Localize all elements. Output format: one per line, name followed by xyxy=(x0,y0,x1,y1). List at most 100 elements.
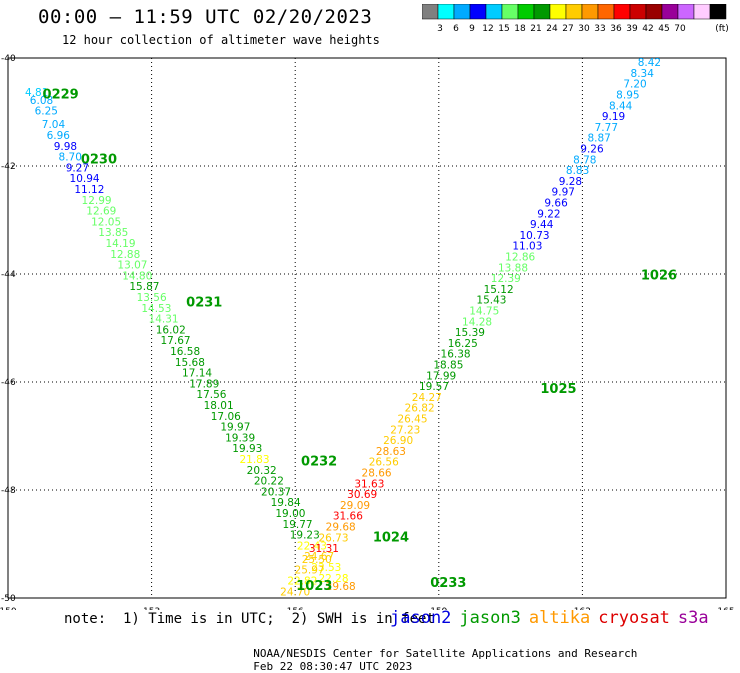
color-scale-label: 21 xyxy=(530,24,541,34)
wave-height-point: 8.83 xyxy=(566,165,589,177)
color-scale-label: 15 xyxy=(498,24,509,34)
data-points: 4.816.086.257.046.969.988.709.2710.9411.… xyxy=(25,57,661,598)
color-scale-label: 9 xyxy=(469,24,475,34)
wave-height-point: 19.39 xyxy=(225,432,255,444)
color-scale-label: 12 xyxy=(482,24,493,34)
x-tick-label: 153 xyxy=(143,607,160,610)
x-tick-label: 165 xyxy=(717,607,734,610)
color-scale-label: 70 xyxy=(674,24,686,34)
wave-height-point: 7.20 xyxy=(623,79,646,91)
pass-time-label: 1024 xyxy=(373,530,409,545)
wave-height-plot: 150 153 156 159 162 165 -40 -42 -44 -46 -48 -50 4.8… xyxy=(0,54,735,610)
color-scale-label: 45 xyxy=(658,24,669,34)
legend-item-altika: altika xyxy=(528,608,591,628)
wave-height-point: 17.06 xyxy=(211,411,241,423)
wave-height-point: 26.82 xyxy=(405,403,435,415)
wave-height-point: 8.34 xyxy=(631,68,655,80)
wave-height-point: 4.81 xyxy=(25,87,48,99)
wave-height-point: 8.44 xyxy=(609,100,633,112)
plot-frame xyxy=(7,57,727,599)
wave-height-point: 23.53 xyxy=(311,562,341,574)
legend-item-jason3: jason3 xyxy=(459,608,521,628)
wave-height-point: 12.88 xyxy=(110,249,140,261)
wave-height-point: 20.22 xyxy=(254,476,284,488)
y-tick-label: -48 xyxy=(1,486,16,496)
wave-height-point: 17.67 xyxy=(161,335,191,347)
wave-height-point: 11.03 xyxy=(512,241,542,253)
wave-height-point: 6.08 xyxy=(30,95,53,107)
wave-height-point: 12.86 xyxy=(505,252,535,264)
wave-height-point: 16.38 xyxy=(441,349,471,361)
wave-height-point: 14.53 xyxy=(141,303,171,315)
color-scale-label: 27 xyxy=(562,24,573,34)
wave-height-point: 13.07 xyxy=(117,260,147,272)
x-tick-label: 150 xyxy=(0,607,17,610)
wave-height-point: 30.69 xyxy=(347,489,377,501)
wave-height-point: 31.63 xyxy=(354,478,384,490)
wave-height-point: 12.99 xyxy=(82,195,112,207)
wave-height-point: 22.28 xyxy=(318,573,348,585)
wave-height-point: 24.67 xyxy=(304,551,334,563)
pass-time-label: 1025 xyxy=(540,382,576,397)
wave-height-point: 6.25 xyxy=(35,106,58,118)
pass-time-label: 1026 xyxy=(641,268,677,283)
wave-height-point: 15.68 xyxy=(175,357,205,369)
footer-timestamp: Feb 22 08:30:47 UTC 2023 xyxy=(253,660,413,673)
color-scale-label: 42 xyxy=(642,24,653,34)
wave-height-point: 7.77 xyxy=(595,122,618,134)
wave-height-point: 16.25 xyxy=(448,338,478,350)
color-scale-label: 36 xyxy=(610,24,622,34)
legend-item-cryosat: cryosat xyxy=(598,608,670,628)
wave-height-point: 10.94 xyxy=(70,173,100,185)
wave-height-point: 9.44 xyxy=(530,219,554,231)
wave-height-point: 17.89 xyxy=(189,378,219,390)
wave-height-point: 13.85 xyxy=(98,227,128,239)
pass-time-label: 0230 xyxy=(81,152,117,167)
wave-height-point: 29.68 xyxy=(326,522,356,534)
wave-height-point: 25.97 xyxy=(295,565,325,577)
footer-org: NOAA/NESDIS Center for Satellite Applica… xyxy=(253,647,638,660)
wave-height-point: 14.19 xyxy=(105,238,135,250)
wave-height-point: 31.66 xyxy=(333,511,363,523)
wave-height-point: 20.32 xyxy=(247,465,277,477)
wave-height-point: 12.69 xyxy=(86,206,116,218)
wave-height-point: 26.90 xyxy=(383,435,413,447)
color-scale-label: 30 xyxy=(578,24,590,34)
pass-time-label: 0233 xyxy=(430,576,466,591)
y-tick-label: -42 xyxy=(1,162,16,172)
wave-height-point: 18.01 xyxy=(204,400,234,412)
wave-height-point: 19.93 xyxy=(232,443,262,455)
x-tick-label: 159 xyxy=(430,607,447,610)
color-scale-label: 24 xyxy=(546,24,558,34)
wave-height-point: 28.63 xyxy=(376,446,406,458)
pass-time-label: 0232 xyxy=(301,455,337,470)
footer: NOAA/NESDIS Center for Satellite Applica… xyxy=(240,634,651,673)
wave-height-point: 22.43 xyxy=(297,540,327,552)
wave-height-point: 17.99 xyxy=(426,370,456,382)
pass-time-label: 0229 xyxy=(43,88,79,103)
axis-ticks: 150 153 156 159 162 165 -40 -42 -44 -46 -48 -50 xyxy=(0,54,735,610)
wave-height-point: 14.28 xyxy=(462,316,492,328)
wave-height-point: 9.22 xyxy=(537,208,560,220)
wave-height-point: 8.42 xyxy=(638,57,661,69)
wave-height-point: 20.37 xyxy=(261,486,291,498)
wave-height-point: 28.66 xyxy=(362,468,392,480)
wave-height-point: 8.87 xyxy=(587,133,610,145)
legend-item-s3a: s3a xyxy=(677,608,709,628)
wave-height-point: 13.56 xyxy=(137,292,167,304)
pass-labels: 0229 0230 0231 0232 1024 1023 0233 1025 1026 xyxy=(43,88,678,594)
wave-height-point: 9.19 xyxy=(602,111,625,123)
wave-height-point: 8.95 xyxy=(616,90,639,102)
wave-height-point: 24.27 xyxy=(412,392,442,404)
wave-height-point: 14.31 xyxy=(149,314,179,326)
chart-subtitle: 12 hour collection of altimeter wave hei… xyxy=(62,33,380,47)
color-scale-label: 18 xyxy=(514,24,526,34)
color-scale-label: 39 xyxy=(626,24,638,34)
x-tick-label: 156 xyxy=(287,607,304,610)
wave-height-point: 15.12 xyxy=(484,284,514,296)
wave-height-point: 11.12 xyxy=(74,184,104,196)
wave-height-point: 19.77 xyxy=(283,519,313,531)
wave-height-point: 18.85 xyxy=(433,360,463,372)
wave-height-point: 15.87 xyxy=(129,281,159,293)
y-tick-label: -40 xyxy=(1,54,16,64)
